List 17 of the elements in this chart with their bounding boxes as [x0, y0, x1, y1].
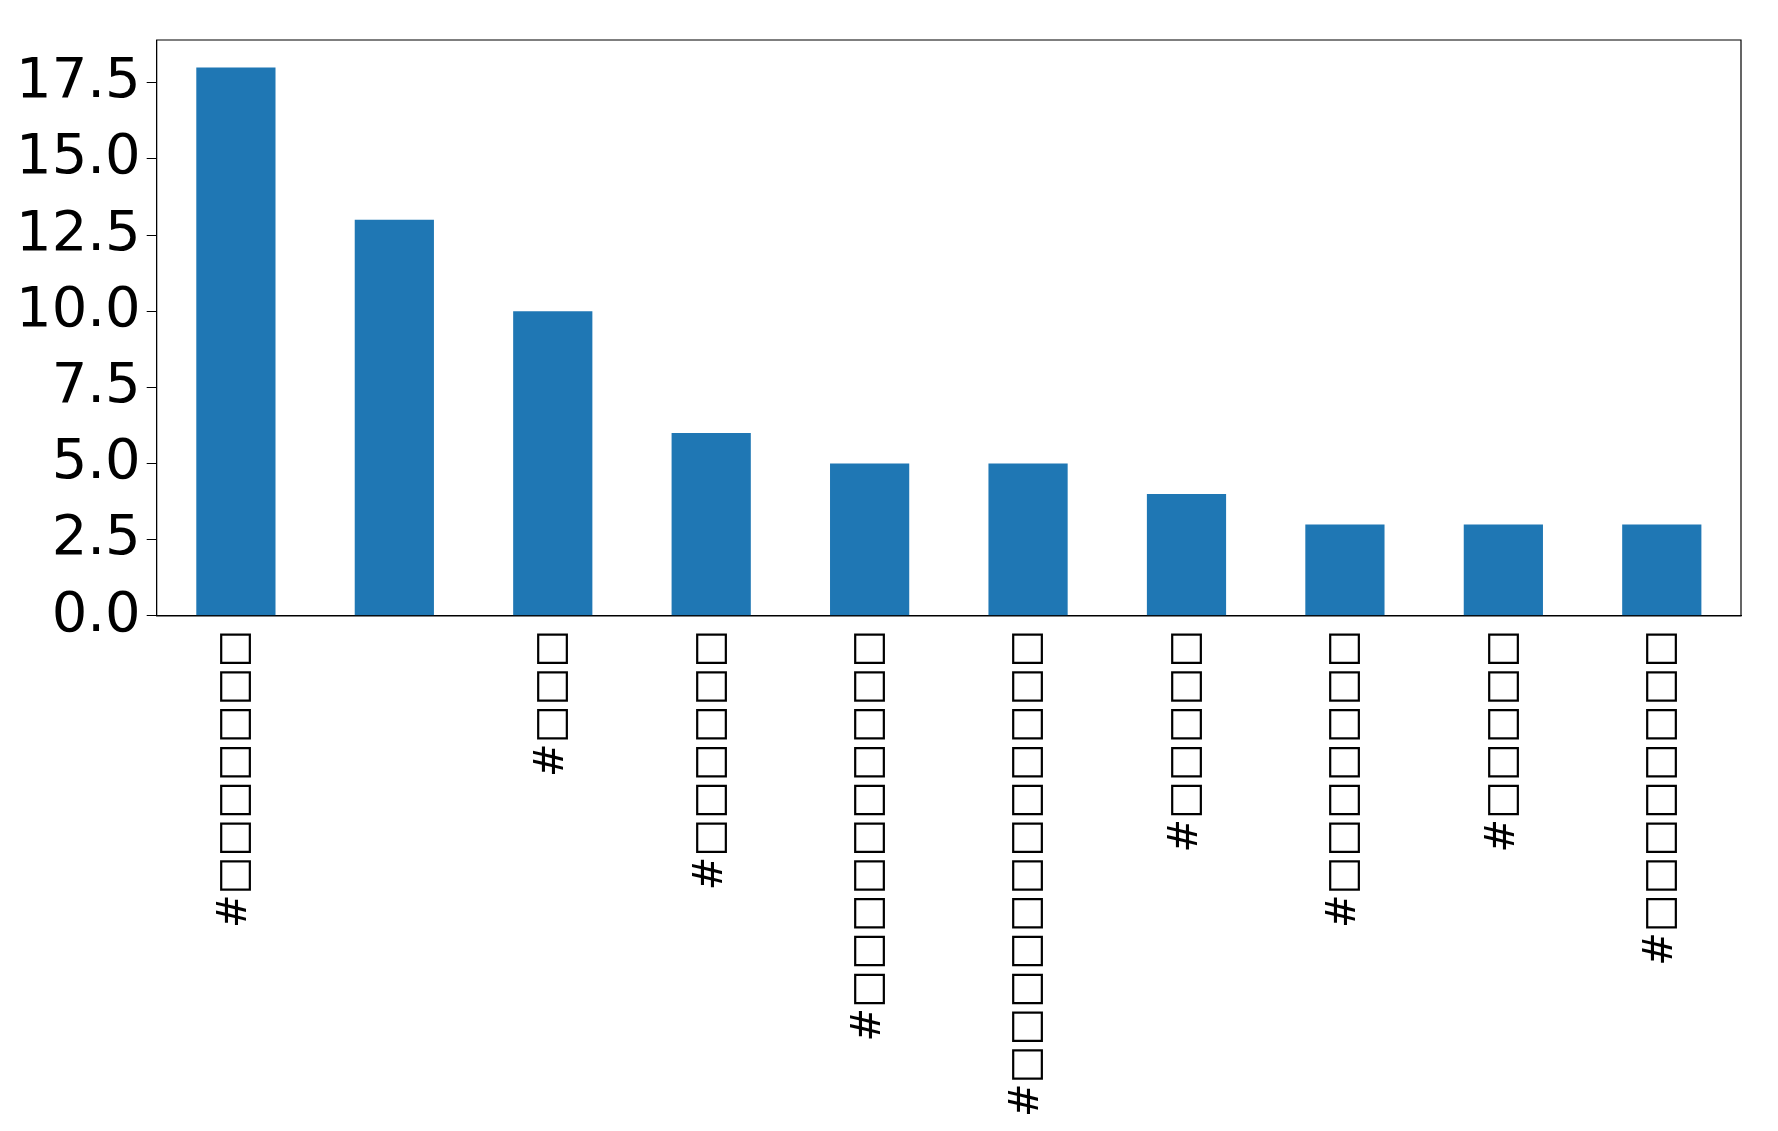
x-tick-label: #□□□□□□□□□□□□ — [1001, 629, 1048, 1117]
y-tick-label: 17.5 — [16, 45, 141, 111]
x-tick-label: #□□□□□ — [1476, 629, 1523, 853]
y-tick-label: 7.5 — [51, 349, 141, 415]
x-tick-label: #□□□□□□ — [684, 629, 731, 891]
y-tick-label: 12.5 — [16, 197, 141, 263]
x-tick-label: #□□□□□ — [1159, 629, 1206, 853]
x-tick-label: #□□□□□□□ — [1318, 629, 1365, 929]
x-tick-label: #□□□□□□□□□□ — [843, 629, 890, 1042]
y-tick-label: 0.0 — [51, 578, 141, 644]
y-tick-label: 15.0 — [16, 121, 141, 187]
y-tick-label: 5.0 — [51, 426, 141, 492]
x-tick-label: #□□□□□□□ — [209, 629, 256, 929]
x-tick-label: #□□□ — [526, 629, 573, 777]
x-tick-label: #□□□□□□□□ — [1635, 629, 1682, 966]
y-tick-label: 10.0 — [16, 273, 141, 339]
y-tick-label: 2.5 — [51, 502, 141, 568]
